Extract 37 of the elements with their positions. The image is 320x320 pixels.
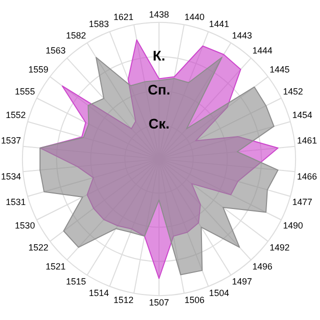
- spoke-label: 1506: [184, 295, 204, 306]
- spoke-label: 1461: [296, 135, 318, 146]
- spoke-label: 1496: [252, 261, 272, 272]
- spoke-label: 1504: [209, 288, 230, 298]
- spoke-label: 1445: [270, 64, 290, 75]
- spoke-label: 1521: [46, 261, 66, 272]
- spoke-label: 1534: [0, 172, 22, 182]
- spoke-label: 1531: [6, 196, 26, 207]
- spoke-label: 1452: [283, 86, 304, 96]
- spoke-label: 1582: [66, 30, 86, 40]
- spoke-label: 1477: [292, 196, 312, 207]
- spoke-label: 1530: [14, 220, 35, 231]
- spoke-label: 1492: [270, 242, 290, 252]
- spoke-label: 1552: [6, 110, 26, 120]
- spoke-label: 1440: [184, 12, 204, 22]
- spoke-label: 1563: [46, 46, 66, 56]
- spoke-label: 1514: [88, 288, 109, 298]
- spoke-label: 1497: [232, 276, 252, 287]
- spoke-label: 1559: [28, 64, 48, 75]
- spoke-label: 1555: [14, 86, 35, 96]
- spoke-label: 1466: [296, 172, 318, 182]
- y-tick-label: Ск.: [148, 116, 170, 132]
- y-tick-label: К.: [152, 47, 166, 64]
- spoke-label: 1507: [148, 297, 170, 308]
- spoke-label: 1490: [283, 220, 304, 231]
- spoke-label: 1512: [114, 295, 134, 306]
- spoke-label: 1537: [0, 135, 22, 146]
- y-tick-label: Сп.: [148, 82, 170, 98]
- spoke-label: 1444: [252, 46, 272, 56]
- spoke-label: 1443: [232, 30, 252, 40]
- spoke-label: 1522: [28, 242, 48, 252]
- spoke-label: 1583: [88, 18, 109, 29]
- spoke-label: 1621: [114, 12, 134, 22]
- spoke-label: 1441: [209, 18, 230, 29]
- spoke-label: 1454: [292, 110, 312, 120]
- spoke-label: 1515: [66, 276, 86, 287]
- spoke-label: 1438: [148, 10, 170, 20]
